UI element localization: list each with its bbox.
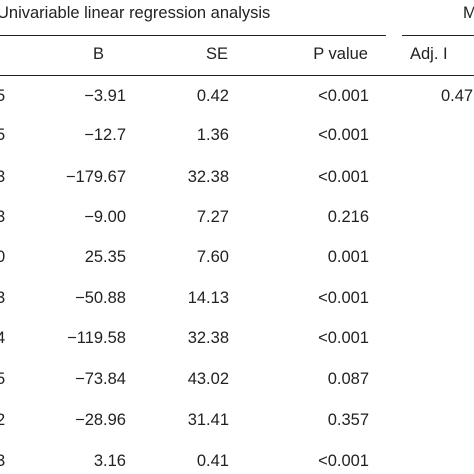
row-lead-cell: 3 [0, 168, 6, 186]
col-header-se: SE [205, 45, 228, 63]
p-value-cell: <0.001 [318, 289, 369, 307]
col-header-adj: Adj. I [410, 45, 448, 63]
multivariable-underline [402, 35, 474, 36]
b-cell: −73.84 [75, 370, 126, 388]
b-cell: −50.88 [75, 289, 126, 307]
p-value-cell: <0.001 [318, 126, 369, 144]
row-lead-cell: 0 [0, 248, 6, 266]
row-lead-cell: 3 [0, 289, 6, 307]
se-cell: 32.38 [187, 168, 229, 186]
p-value-cell: <0.001 [318, 87, 369, 105]
b-cell: −9.00 [84, 208, 126, 226]
row-lead-cell: 5 [0, 370, 6, 388]
univariable-underline [0, 35, 386, 36]
b-cell: 25.35 [84, 248, 126, 266]
p-value-cell: 0.216 [327, 208, 369, 226]
p-value-cell: 0.001 [327, 248, 369, 266]
se-cell: 0.42 [196, 87, 229, 105]
row-lead-cell: 3 [0, 208, 6, 226]
col-header-b: B [92, 45, 104, 63]
se-cell: 0.41 [196, 452, 229, 470]
p-value-cell: <0.001 [318, 452, 369, 470]
se-cell: 7.60 [196, 248, 229, 266]
se-cell: 14.13 [187, 289, 229, 307]
col-header-p-value: P value [313, 45, 368, 63]
row-lead-cell: 2 [0, 411, 6, 429]
header-rule [0, 75, 474, 76]
se-cell: 32.38 [187, 329, 229, 347]
b-cell: −3.91 [84, 87, 126, 105]
se-cell: 1.36 [196, 126, 229, 144]
multivariable-group-header: M [463, 4, 474, 22]
b-cell: 3.16 [93, 452, 126, 470]
row-lead-cell: 5 [0, 87, 6, 105]
se-cell: 31.41 [187, 411, 229, 429]
row-lead-cell: 5 [0, 126, 6, 144]
b-cell: −119.58 [67, 329, 126, 347]
se-cell: 43.02 [187, 370, 229, 388]
p-value-cell: 0.357 [327, 411, 369, 429]
row-lead-cell: 3 [0, 452, 6, 470]
p-value-cell: 0.087 [327, 370, 369, 388]
adj-cell: 0.47 [441, 87, 474, 105]
p-value-cell: <0.001 [318, 329, 369, 347]
b-cell: −12.7 [84, 126, 126, 144]
b-cell: −28.96 [75, 411, 126, 429]
row-lead-cell: 4 [0, 329, 6, 347]
se-cell: 7.27 [196, 208, 229, 226]
univariable-group-header: Univariable linear regression analysis [0, 4, 271, 22]
p-value-cell: <0.001 [318, 168, 369, 186]
b-cell: −179.67 [65, 168, 126, 186]
